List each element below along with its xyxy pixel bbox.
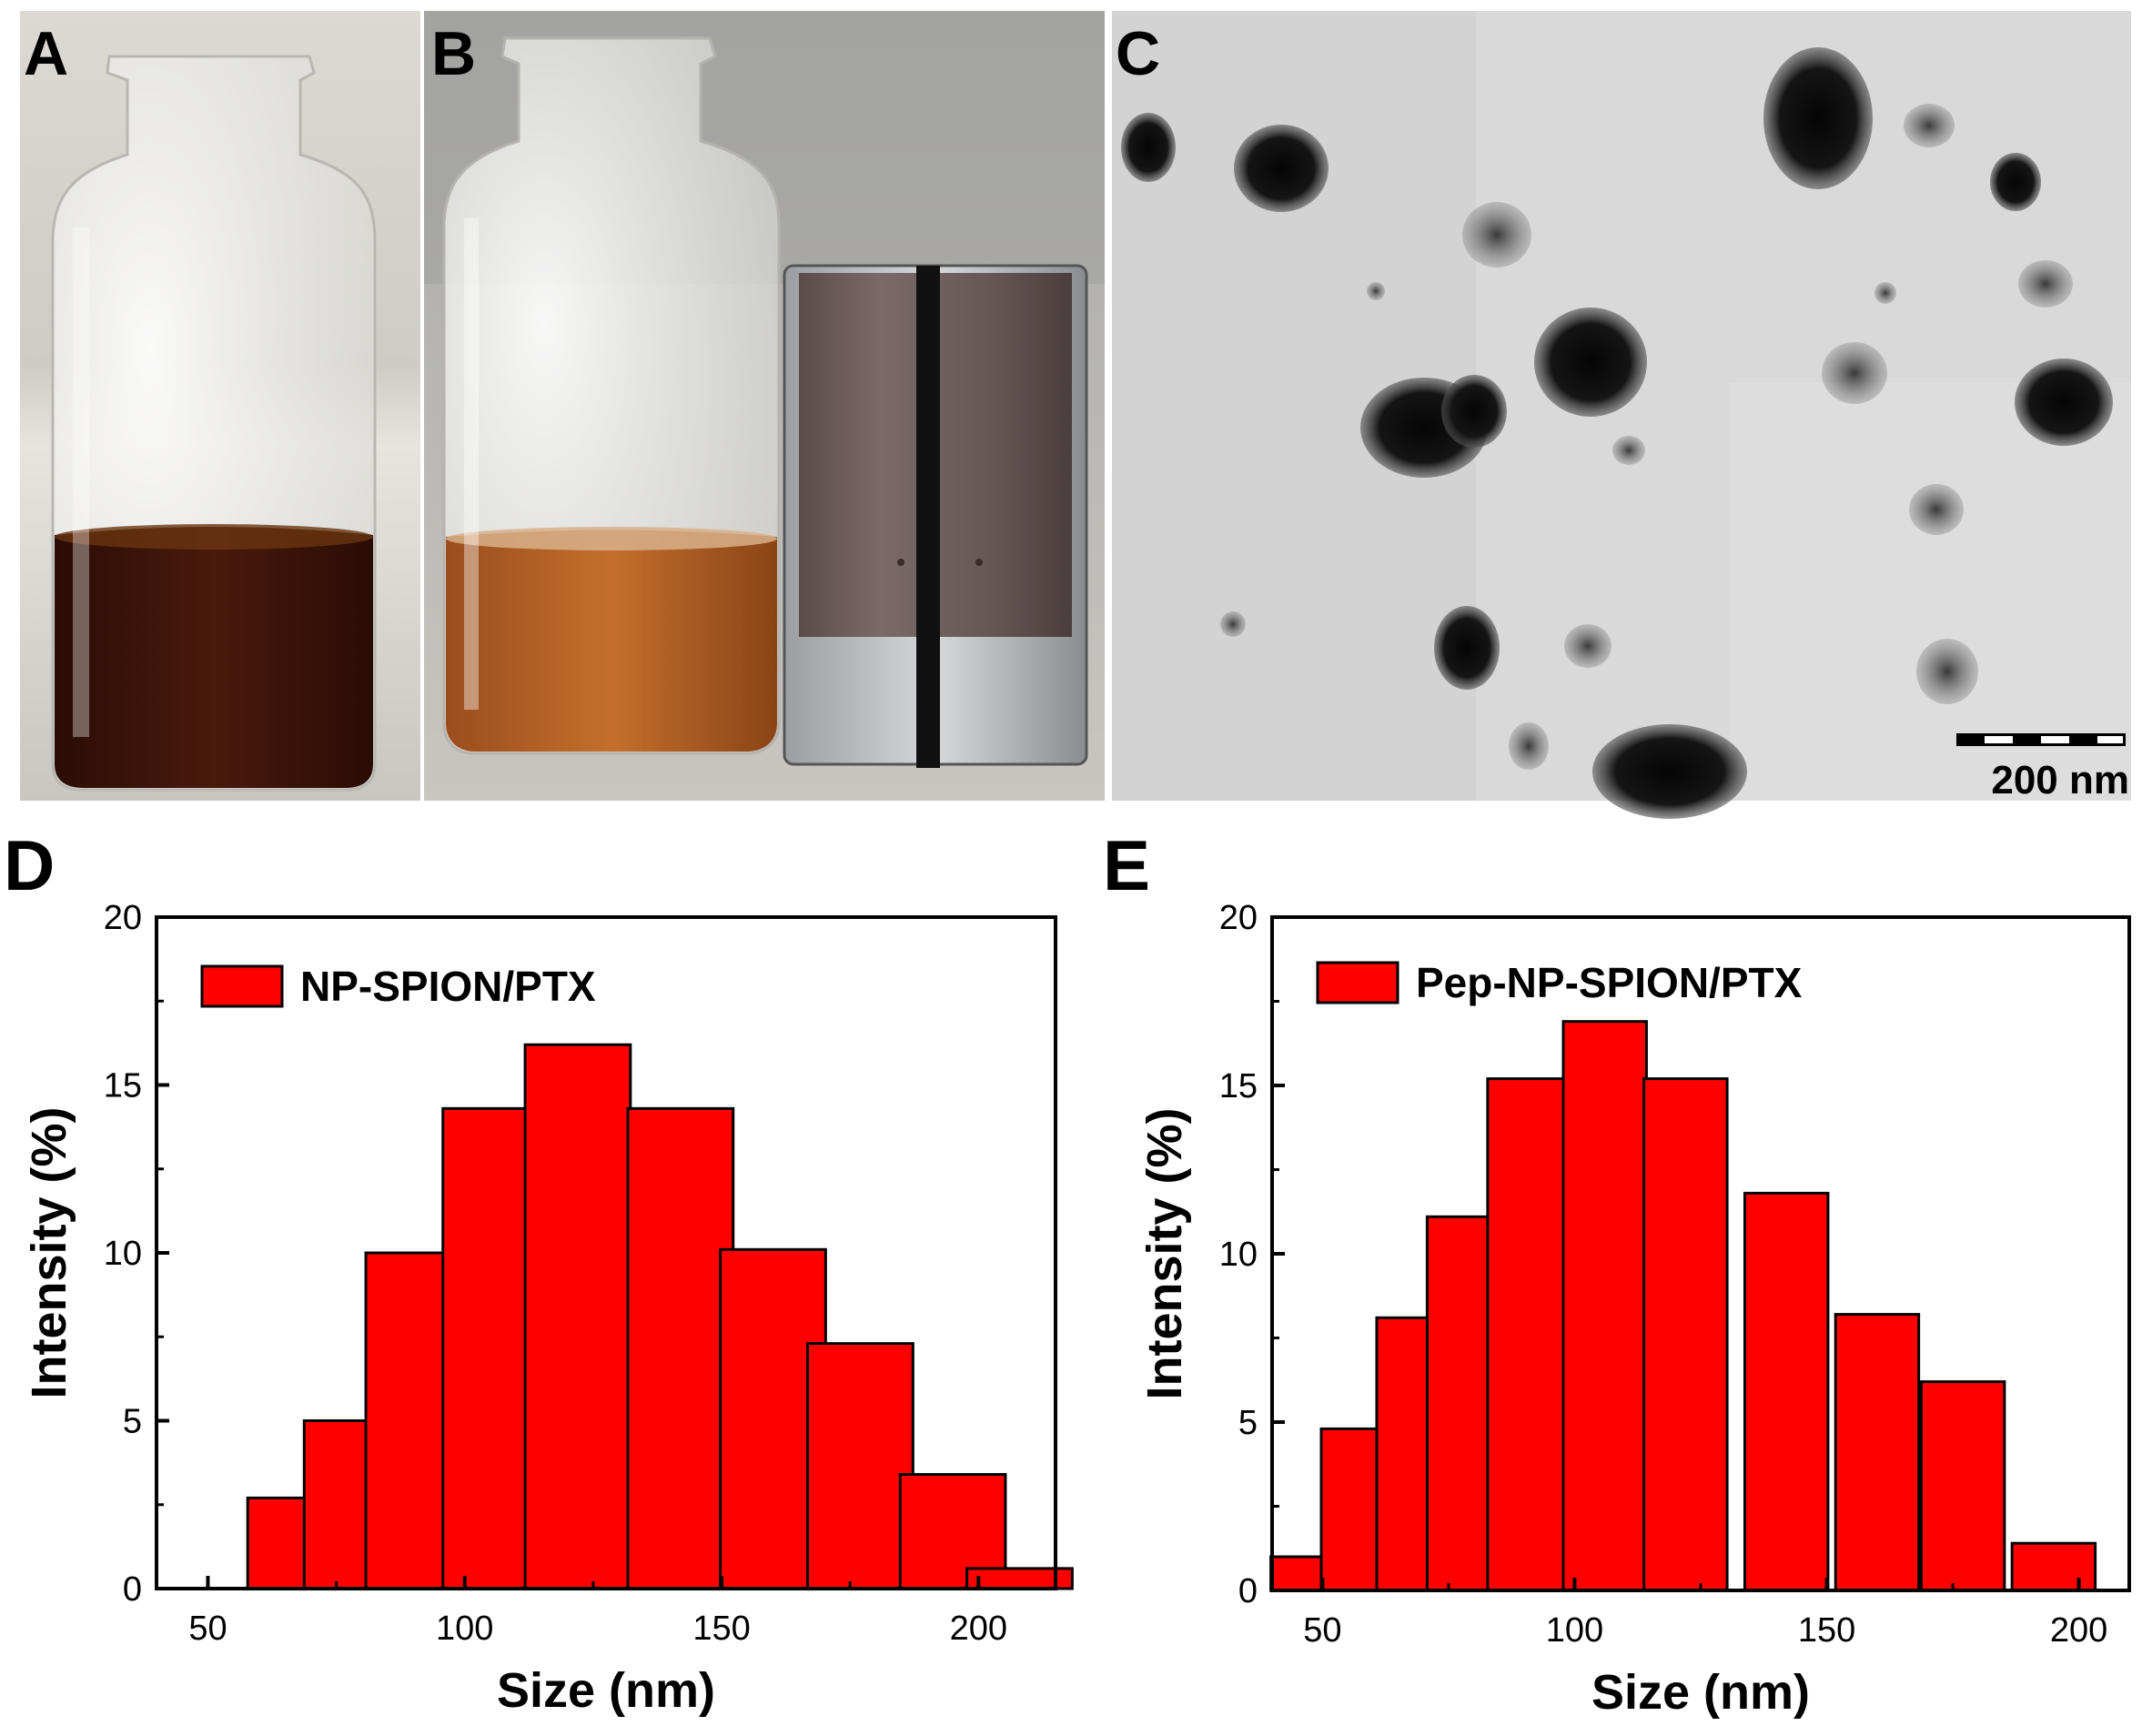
legend-label: Pep-NP-SPION/PTX [1416, 959, 1803, 1006]
histogram-bar [1642, 1077, 1729, 1592]
panel-a-photo: A [20, 11, 420, 801]
histogram-bar [1919, 1380, 2006, 1592]
panel-letter-b: B [431, 19, 476, 88]
histogram-bar [1561, 1020, 1648, 1592]
histogram-bar [2010, 1541, 2097, 1592]
x-tick-label: 150 [692, 1610, 750, 1648]
x-tick-label: 50 [1303, 1611, 1341, 1650]
panel-e-chart: E 50 100 150 200 0 5 10 15 20 Size (nm) Intensity … [1103, 825, 2131, 1720]
x-tick-label: 200 [950, 1610, 1007, 1648]
magnet-gap [916, 266, 940, 768]
x-axis-label: Size (nm) [497, 1663, 715, 1718]
legend-swatch [1316, 961, 1399, 1004]
x-tick-label: 50 [188, 1610, 227, 1648]
vial-b [442, 36, 781, 755]
chart-d: 50 100 150 200 0 5 10 15 20 Size (nm) Intensity (%… [22, 899, 1074, 1718]
histogram-bar [1743, 1191, 1830, 1592]
vial-a-liquid [55, 527, 373, 788]
y-tick-label: 20 [104, 899, 142, 937]
vial-a [51, 55, 377, 792]
y-tick-label: 5 [123, 1403, 142, 1441]
histogram-bar [523, 1043, 632, 1590]
y-tick-label: 15 [1219, 1067, 1258, 1105]
tem-scalebar: 200 nm [1956, 733, 2129, 802]
histogram-bar [1486, 1077, 1572, 1592]
panel-b-photo: B [424, 11, 1105, 801]
y-tick-label: 15 [104, 1067, 142, 1105]
x-tick-label: 200 [2050, 1611, 2107, 1650]
histogram-bar [626, 1106, 735, 1590]
vial-b-liquid [446, 530, 777, 752]
y-tick-label: 20 [1219, 899, 1258, 937]
chart-e: 50 100 150 200 0 5 10 15 20 Size (nm) Intensity (%… [1137, 899, 2131, 1720]
y-axis-label: Intensity (%) [22, 1106, 76, 1398]
y-tick-label: 0 [123, 1570, 142, 1609]
y-tick-label: 0 [1238, 1572, 1258, 1610]
panel-d-chart: D 50 100 150 200 0 5 10 15 20 Size (nm) Intensity … [4, 825, 1074, 1718]
x-tick-label: 150 [1798, 1611, 1855, 1650]
panel-letter-c: C [1116, 19, 1160, 88]
histogram-bar [806, 1342, 914, 1590]
legend: Pep-NP-SPION/PTX [1316, 959, 1803, 1006]
x-tick-label: 100 [436, 1610, 493, 1648]
tem-particles [1121, 47, 2113, 819]
y-tick-label: 10 [104, 1235, 142, 1273]
x-tick-label: 100 [1546, 1611, 1603, 1650]
y-tick-label: 5 [1238, 1404, 1258, 1442]
panel-letter-a: A [24, 19, 68, 88]
panel-letter-e: E [1103, 825, 1150, 905]
y-tick-label: 10 [1219, 1236, 1258, 1274]
legend: NP-SPION/PTX [200, 963, 596, 1010]
y-axis-label: Intensity (%) [1137, 1107, 1192, 1399]
scalebar-label: 200 nm [1991, 758, 2129, 802]
histogram-bar [1834, 1313, 1921, 1592]
panel-c-tem-image: 200 nm C [1112, 11, 2131, 819]
x-axis-label: Size (nm) [1591, 1665, 1810, 1720]
legend-swatch [200, 964, 284, 1008]
panel-letter-d: D [4, 825, 55, 905]
legend-label: NP-SPION/PTX [300, 963, 596, 1010]
magnet[interactable] [783, 264, 1088, 768]
